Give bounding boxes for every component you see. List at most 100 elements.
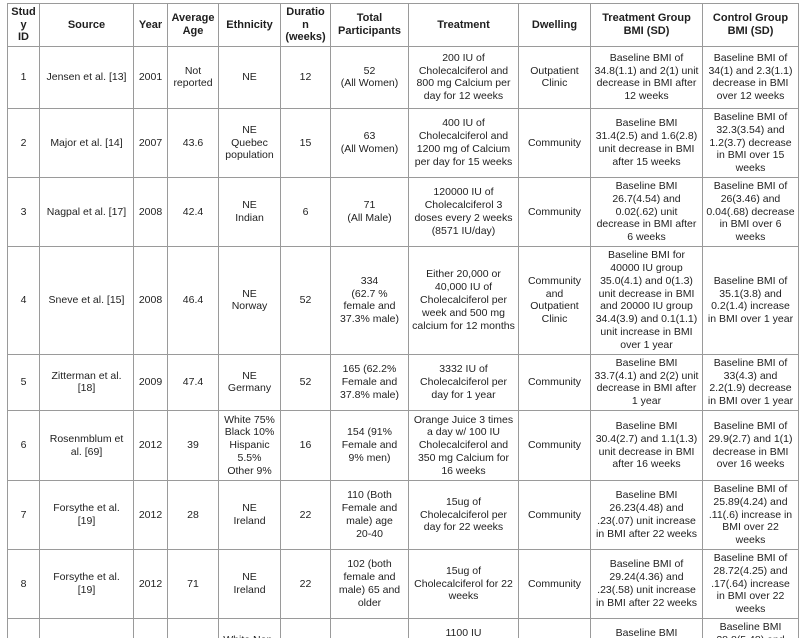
cell-study-id: 1 [7,45,40,109]
summary-table: Study ID Source Year Average Age Ethnici… [7,3,799,638]
cell-total-participants: 334 (62.7 % female and 37.3% male) [330,245,409,355]
cell-total-participants: 63 (All Women) [330,107,409,178]
cell-average-age: 39 [167,410,219,482]
cell-average-age: 43.6 [167,107,219,178]
cell-treatment-group-bmi: Baseline BMI 26.7(4.54) and 0.02(.62) un… [590,176,703,247]
cell-study-id: 8 [7,549,40,620]
cell-treatment-group-bmi: Baseline BMI of 29.24(4.36) and .23(.58)… [590,549,703,620]
cell-study-id: 6 [7,410,40,482]
cell-dwelling: Community [518,480,591,551]
cell-source: Nagpal et al. [17] [39,176,134,247]
cell-study-id: 5 [7,353,40,412]
cell-treatment: 15ug of Cholecalciferol per day for 22 w… [408,480,519,551]
table-row: 2 Major et al. [14] 2007 43.6 NE Quebec … [7,107,799,178]
cell-source: Forsythe et al. [19] [39,549,134,620]
cell-source: Zhou et al. [20] [39,618,134,638]
cell-duration: 6 [280,176,331,247]
cell-total-participants: 165 (62.2% Female and 37.8% male) [330,353,409,412]
cell-dwelling: Community [518,549,591,620]
cell-ethnicity: NE Ireland [218,480,281,551]
cell-year: 2009 [133,353,168,412]
cell-treatment-group-bmi: Baseline BMI 26.23(4.48) and .23(.07) un… [590,480,703,551]
cell-dwelling: Community [518,353,591,412]
column-header-treatment: Treatment [408,3,519,47]
cell-dwelling: Outpatient Clinic [518,45,591,109]
cell-treatment: 400 IU of Cholecalciferol and 1200 mg of… [408,107,519,178]
cell-year: 2012 [133,549,168,620]
cell-treatment: Either 20,000 or 40,000 IU of Cholecalci… [408,245,519,355]
cell-average-age: 65.8 [167,618,219,638]
cell-total-participants: 632 (100% female) [330,618,409,638]
cell-control-group-bmi: Baseline BMI of 29.9(2.7) and 1(1) decre… [702,410,799,482]
cell-treatment: 1100 IU Cholecalciferol and 1400mg Calci… [408,618,519,638]
cell-duration: 16 [280,410,331,482]
table-row: 8 Forsythe et al. [19] 2012 71 NE Irelan… [7,549,799,620]
cell-treatment-group-bmi: Baseline BMI 33.7(4.1) and 2(2) unit dec… [590,353,703,412]
cell-source: Zitterman et al. [18] [39,353,134,412]
cell-average-age: 71 [167,549,219,620]
cell-year: 2012 [133,410,168,482]
cell-ethnicity: NE Norway [218,245,281,355]
cell-average-age: Not reported [167,45,219,109]
cell-treatment: 15ug of Cholecalciferol for 22 weeks [408,549,519,620]
cell-year: 2010 [133,618,168,638]
table-row: 4 Sneve et al. [15] 2008 46.4 NE Norway … [7,245,799,355]
cell-study-id: 9 [7,618,40,638]
column-header-ethnicity: Ethnicity [218,3,281,47]
cell-dwelling: Community [518,176,591,247]
column-header-source: Source [39,3,134,47]
cell-source: Jensen et al. [13] [39,45,134,109]
cell-control-group-bmi: Baseline BMI 28.8(5.48) and 0.06(0.1) un… [702,618,799,638]
cell-average-age: 28 [167,480,219,551]
cell-total-participants: 110 (Both Female and male) age 20-40 [330,480,409,551]
cell-total-participants: 102 (both female and male) 65 and older [330,549,409,620]
cell-study-id: 7 [7,480,40,551]
cell-ethnicity: White Non- hispanic USA [218,618,281,638]
cell-year: 2007 [133,107,168,178]
cell-dwelling: Community [518,410,591,482]
cell-total-participants: 52 (All Women) [330,45,409,109]
column-header-average-age: Average Age [167,3,219,47]
cell-duration: 52 [280,353,331,412]
cell-duration: 22 [280,549,331,620]
cell-treatment: 3332 IU of Cholecalciferol per day for 1… [408,353,519,412]
cell-study-id: 4 [7,245,40,355]
table-row: 7 Forsythe et al. [19] 2012 28 NE Irelan… [7,480,799,551]
column-header-study-id: Study ID [7,3,40,47]
cell-treatment: 200 IU of Cholecalciferol and 800 mg Cal… [408,45,519,109]
column-header-dwelling: Dwelling [518,3,591,47]
cell-ethnicity: NE Indian [218,176,281,247]
cell-year: 2012 [133,480,168,551]
cell-duration: 52 [280,245,331,355]
cell-average-age: 42.4 [167,176,219,247]
cell-control-group-bmi: Baseline BMI of 35.1(3.8) and 0.2(1.4) i… [702,245,799,355]
cell-ethnicity: White 75% Black 10% Hispanic 5.5% Other … [218,410,281,482]
cell-treatment-group-bmi: Baseline BMI 30.4(2.7) and 1.1(1.3) unit… [590,410,703,482]
cell-control-group-bmi: Baseline BMI of 33(4.3) and 2.2(1.9) dec… [702,353,799,412]
cell-average-age: 46.4 [167,245,219,355]
cell-source: Major et al. [14] [39,107,134,178]
header-row: Study ID Source Year Average Age Ethnici… [7,3,799,47]
column-header-year: Year [133,3,168,47]
cell-dwelling: Community and Outpatient Clinic [518,245,591,355]
cell-treatment: 120000 IU of Cholecalciferol 3 doses eve… [408,176,519,247]
cell-treatment-group-bmi: Baseline BMI of 34.8(1.1) and 2(1) unit … [590,45,703,109]
cell-duration: 192 [280,618,331,638]
table-row: 3 Nagpal et al. [17] 2008 42.4 NE Indian… [7,176,799,247]
cell-duration: 12 [280,45,331,109]
cell-treatment-group-bmi: Baseline BMI 31.4(2.5) and 1.6(2.8) unit… [590,107,703,178]
cell-control-group-bmi: Baseline BMI of 34(1) and 2.3(1.1) decre… [702,45,799,109]
cell-treatment-group-bmi: Baseline BMI for 40000 IU group 35.0(4.1… [590,245,703,355]
cell-duration: 22 [280,480,331,551]
cell-treatment-group-bmi: Baseline BMI 28.8(5.49) and 0.05 (0.48) … [590,618,703,638]
column-header-duration: Duration (weeks) [280,3,331,47]
table-body: 1 Jensen et al. [13] 2001 Not reported N… [7,45,799,638]
cell-dwelling: Community [518,107,591,178]
cell-control-group-bmi: Baseline BMI of 32.3(3.54) and 1.2(3.7) … [702,107,799,178]
cell-ethnicity: NE Germany [218,353,281,412]
cell-treatment: Orange Juice 3 times a day w/ 100 IU Cho… [408,410,519,482]
column-header-total-participants: Total Participants [330,3,409,47]
cell-study-id: 3 [7,176,40,247]
column-header-control-group-bmi: Control Group BMI (SD) [702,3,799,47]
